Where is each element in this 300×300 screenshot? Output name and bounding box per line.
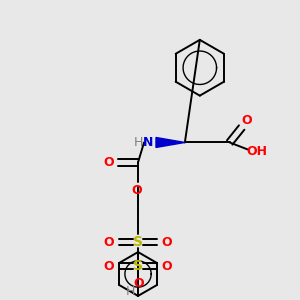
Text: N: N [143,136,153,149]
Text: O: O [104,260,115,272]
Text: O: O [104,156,115,169]
Text: O: O [162,260,172,272]
Text: H: H [134,136,143,149]
Text: O: O [104,236,115,249]
Text: O: O [134,278,144,290]
Polygon shape [156,137,185,148]
Text: O: O [162,236,172,249]
Text: O: O [132,184,142,197]
Text: H: H [125,285,135,298]
Text: O: O [241,114,252,127]
Text: OH: OH [246,145,267,158]
Text: S: S [133,259,143,273]
Text: S: S [133,235,143,249]
